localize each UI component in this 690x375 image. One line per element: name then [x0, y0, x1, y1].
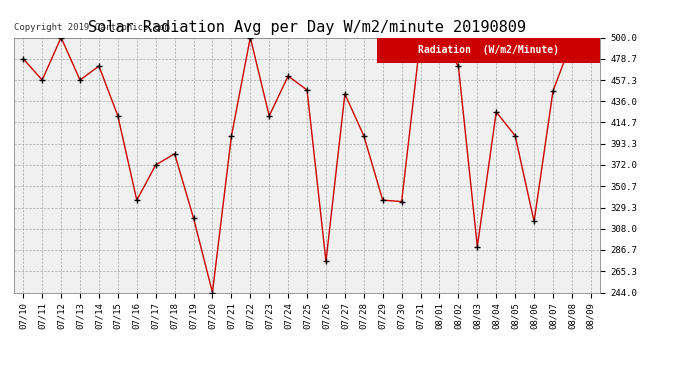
Text: Copyright 2019 Cartronics.com: Copyright 2019 Cartronics.com [14, 23, 170, 32]
Title: Solar Radiation Avg per Day W/m2/minute 20190809: Solar Radiation Avg per Day W/m2/minute … [88, 20, 526, 35]
